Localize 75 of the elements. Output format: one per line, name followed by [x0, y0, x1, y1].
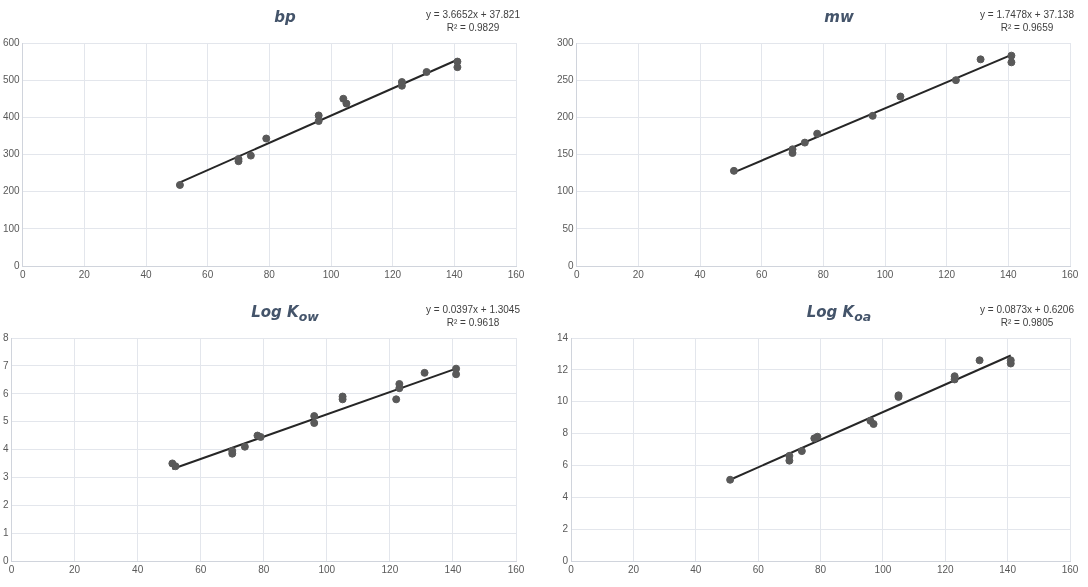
- text: R² = 0.9659: [1000, 22, 1054, 33]
- y-tick-label: 250: [557, 73, 575, 85]
- y-tick-label: 1: [3, 526, 9, 538]
- x-tick-label: 160: [1061, 563, 1079, 575]
- x-tick-label: 80: [258, 563, 270, 575]
- x-tick-label: 40: [694, 268, 707, 280]
- x-tick-label: 20: [627, 563, 640, 575]
- x-tick-label: 20: [632, 268, 645, 280]
- y-tick-label: 8: [562, 427, 569, 439]
- x-tick-label: 80: [263, 268, 276, 280]
- x-tick-label: 120: [384, 268, 402, 280]
- x-tick-label: 100: [318, 563, 336, 575]
- x-tick-label: 100: [876, 268, 894, 280]
- text: y = 0.0873x + 0.6206: [980, 304, 1074, 315]
- x-tick-label: 20: [78, 268, 91, 280]
- x-tick-label: 100: [874, 563, 892, 575]
- y-tick-label: 50: [562, 222, 575, 234]
- y-tick-label: 10: [557, 395, 569, 407]
- x-tick-label: 80: [815, 563, 827, 575]
- y-tick-label: 150: [557, 148, 575, 160]
- y-tick-label: 200: [3, 185, 21, 197]
- x-tick-label: 120: [938, 268, 956, 280]
- y-tick-label: 300: [557, 36, 575, 48]
- x-tick-label: 80: [817, 268, 830, 280]
- x-tick-label: 140: [999, 563, 1017, 575]
- y-tick-label: 2: [562, 522, 569, 534]
- y-tick-label: 0: [562, 554, 569, 566]
- y-tick-label: 0: [14, 259, 21, 271]
- x-tick-label: 20: [69, 563, 81, 575]
- y-tick-label: 100: [557, 185, 575, 197]
- text: R² = 0.9829: [446, 22, 500, 33]
- y-tick-label: 3: [3, 471, 9, 483]
- y-tick-label: 600: [3, 36, 21, 48]
- y-tick-label: 0: [568, 259, 575, 271]
- chart-title: mw: [824, 8, 854, 26]
- chart-title: Log K$_{ow}$: [251, 303, 319, 324]
- x-tick-label: 60: [756, 268, 768, 280]
- y-tick-label: 6: [3, 387, 9, 399]
- x-tick-label: 60: [752, 563, 765, 575]
- x-tick-label: 140: [999, 268, 1018, 280]
- chart-title: bp: [274, 8, 296, 26]
- x-tick-label: 60: [202, 268, 214, 280]
- text: y = 0.0397x + 1.3045: [426, 304, 520, 315]
- y-tick-label: 6: [562, 459, 569, 471]
- y-tick-label: 2: [3, 499, 9, 510]
- y-tick-label: 400: [3, 111, 21, 123]
- y-tick-label: 200: [557, 111, 575, 123]
- x-tick-label: 140: [444, 563, 462, 575]
- x-tick-label: 40: [690, 563, 702, 575]
- text: R² = 0.9618: [446, 317, 500, 328]
- x-tick-label: 160: [507, 563, 525, 575]
- y-tick-label: 8: [3, 331, 9, 343]
- x-tick-label: 60: [195, 563, 207, 575]
- y-tick-label: 300: [3, 148, 21, 160]
- x-tick-label: 100: [322, 268, 340, 280]
- text: R² = 0.9805: [1000, 317, 1054, 328]
- x-tick-label: 160: [1061, 268, 1079, 280]
- text: y = 3.6652x + 37.821: [426, 9, 520, 20]
- x-tick-label: 160: [507, 268, 525, 280]
- y-tick-label: 500: [3, 73, 21, 85]
- y-tick-label: 0: [3, 554, 9, 566]
- x-tick-label: 120: [936, 563, 955, 575]
- y-tick-label: 7: [3, 359, 9, 371]
- y-tick-label: 14: [557, 331, 569, 343]
- y-tick-label: 4: [3, 443, 9, 455]
- y-tick-label: 5: [3, 415, 9, 427]
- y-tick-label: 4: [562, 491, 569, 503]
- chart-title: Log K$_{oa}$: [806, 303, 872, 324]
- x-tick-label: 140: [445, 268, 464, 280]
- x-tick-label: 40: [140, 268, 153, 280]
- x-tick-label: 120: [381, 563, 399, 575]
- y-tick-label: 100: [3, 222, 21, 234]
- y-tick-label: 12: [557, 363, 569, 375]
- x-tick-label: 40: [132, 563, 144, 575]
- text: y = 1.7478x + 37.138: [980, 9, 1074, 20]
